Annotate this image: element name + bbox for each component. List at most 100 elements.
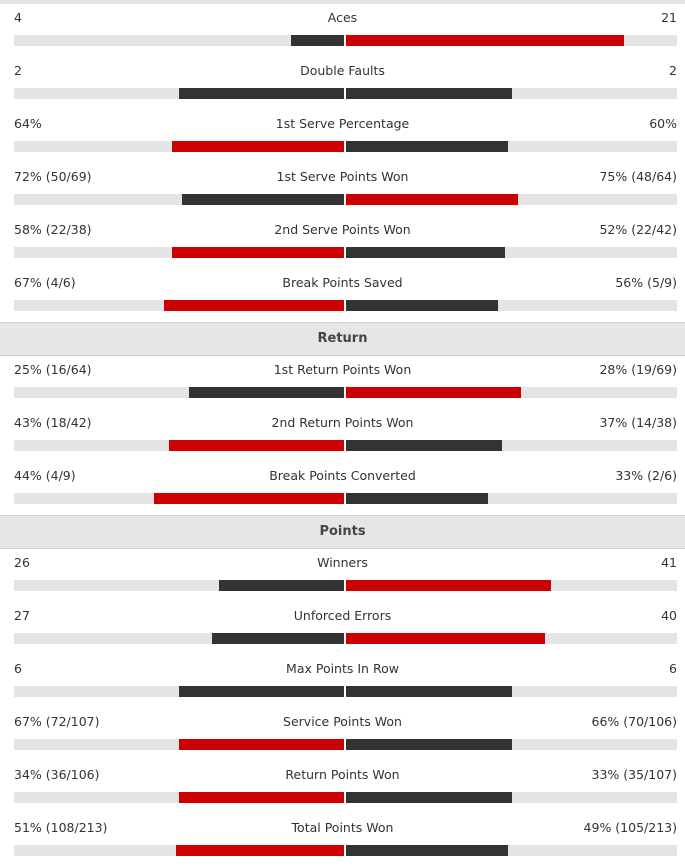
right-bar-fill xyxy=(346,686,512,697)
left-bar-fill xyxy=(164,300,344,311)
left-bar-fill xyxy=(291,35,344,46)
right-bar-track xyxy=(346,247,677,258)
stat-row-double-faults: 2 Double Faults 2 xyxy=(0,57,685,110)
right-bar-track xyxy=(346,194,677,205)
left-bar-fill xyxy=(219,580,344,591)
left-player-value: 4 xyxy=(14,10,22,25)
left-player-value: 26 xyxy=(14,555,30,570)
stat-label: Service Points Won xyxy=(283,714,402,729)
right-bar-fill xyxy=(346,633,545,644)
left-bar-track xyxy=(14,493,344,504)
left-player-value: 25% (16/64) xyxy=(14,362,92,377)
stat-row-break-points-saved: 67% (4/6) Break Points Saved 56% (5/9) xyxy=(0,269,685,322)
stat-label: 2nd Return Points Won xyxy=(271,415,414,430)
stat-row-unforced-errors: 27 Unforced Errors 40 xyxy=(0,602,685,655)
left-bar-fill xyxy=(172,141,344,152)
right-bar-track xyxy=(346,387,677,398)
left-bar-fill xyxy=(179,686,344,697)
right-bar-fill xyxy=(346,88,512,99)
right-player-value: 66% (70/106) xyxy=(591,714,678,729)
stat-label: 1st Serve Points Won xyxy=(276,169,409,184)
left-player-value: 43% (18/42) xyxy=(14,415,92,430)
stat-label: Aces xyxy=(327,10,358,25)
right-bar-fill xyxy=(346,247,505,258)
stat-label: 1st Serve Percentage xyxy=(275,116,410,131)
right-player-value: 75% (48/64) xyxy=(599,169,677,184)
left-player-value: 72% (50/69) xyxy=(14,169,92,184)
right-bar-track xyxy=(346,739,677,750)
stat-label: Return Points Won xyxy=(285,767,400,782)
left-player-value: 34% (36/106) xyxy=(14,767,100,782)
left-player-value: 51% (108/213) xyxy=(14,820,108,835)
stat-label: Max Points In Row xyxy=(286,661,399,676)
left-player-value: 2 xyxy=(14,63,22,78)
right-bar-track xyxy=(346,633,677,644)
left-player-value: 27 xyxy=(14,608,30,623)
right-player-value: 21 xyxy=(661,10,677,25)
stat-row-return-points-won: 34% (36/106) Return Points Won 33% (35/107… xyxy=(0,761,685,814)
right-bar-fill xyxy=(346,35,624,46)
left-bar-fill xyxy=(189,387,344,398)
right-bar-track xyxy=(346,88,677,99)
stat-label: Total Points Won xyxy=(291,820,394,835)
left-bar-track xyxy=(14,247,344,258)
right-bar-track xyxy=(346,141,677,152)
right-player-value: 56% (5/9) xyxy=(615,275,677,290)
left-bar-track xyxy=(14,88,344,99)
right-bar-track xyxy=(346,845,677,856)
left-bar-track xyxy=(14,440,344,451)
left-bar-track xyxy=(14,580,344,591)
left-bar-fill xyxy=(212,633,344,644)
stat-row-max-points-in-row: 6 Max Points In Row 6 xyxy=(0,655,685,708)
left-player-value: 6 xyxy=(14,661,22,676)
stat-row-aces: 4 Aces 21 xyxy=(0,4,685,57)
left-bar-track xyxy=(14,300,344,311)
stat-row-2nd-serve-points-won: 58% (22/38) 2nd Serve Points Won 52% (22/4… xyxy=(0,216,685,269)
left-bar-fill xyxy=(179,739,344,750)
right-bar-track xyxy=(346,792,677,803)
right-player-value: 52% (22/42) xyxy=(599,222,677,237)
stat-label: Winners xyxy=(317,555,368,570)
left-bar-track xyxy=(14,633,344,644)
left-bar-fill xyxy=(179,88,344,99)
top-divider xyxy=(0,0,685,4)
stat-label: 2nd Serve Points Won xyxy=(274,222,411,237)
stat-label: Break Points Saved xyxy=(282,275,403,290)
left-player-value: 58% (22/38) xyxy=(14,222,92,237)
stat-row-total-points-won: 51% (108/213) Total Points Won 49% (105/21… xyxy=(0,814,685,867)
right-bar-track xyxy=(346,686,677,697)
left-bar-fill xyxy=(176,845,344,856)
right-bar-fill xyxy=(346,300,498,311)
left-player-value: 67% (4/6) xyxy=(14,275,76,290)
stat-row-break-points-converted: 44% (4/9) Break Points Converted 33% (2/6) xyxy=(0,462,685,515)
right-bar-track xyxy=(346,580,677,591)
right-bar-fill xyxy=(346,141,508,152)
left-player-value: 67% (72/107) xyxy=(14,714,100,729)
right-player-value: 60% xyxy=(649,116,677,131)
left-bar-track xyxy=(14,845,344,856)
section-header-return: Return xyxy=(0,322,685,356)
section-header-points: Points xyxy=(0,515,685,549)
stat-row-1st-return-points-won: 25% (16/64) 1st Return Points Won 28% (19/… xyxy=(0,356,685,409)
left-bar-track xyxy=(14,686,344,697)
left-bar-fill xyxy=(182,194,344,205)
left-bar-track xyxy=(14,35,344,46)
stat-row-1st-serve-percentage: 64% 1st Serve Percentage 60% xyxy=(0,110,685,163)
left-player-value: 64% xyxy=(14,116,42,131)
left-bar-fill xyxy=(179,792,344,803)
right-bar-track xyxy=(346,300,677,311)
right-player-value: 49% (105/213) xyxy=(583,820,677,835)
right-player-value: 2 xyxy=(669,63,677,78)
stat-label: Break Points Converted xyxy=(269,468,416,483)
right-bar-fill xyxy=(346,739,512,750)
stat-row-winners: 26 Winners 41 xyxy=(0,549,685,602)
right-player-value: 33% (35/107) xyxy=(591,767,678,782)
right-bar-fill xyxy=(346,580,551,591)
left-bar-track xyxy=(14,792,344,803)
right-player-value: 37% (14/38) xyxy=(599,415,677,430)
left-bar-track xyxy=(14,141,344,152)
right-player-value: 33% (2/6) xyxy=(615,468,677,483)
right-player-value: 41 xyxy=(661,555,677,570)
right-player-value: 28% (19/69) xyxy=(599,362,677,377)
